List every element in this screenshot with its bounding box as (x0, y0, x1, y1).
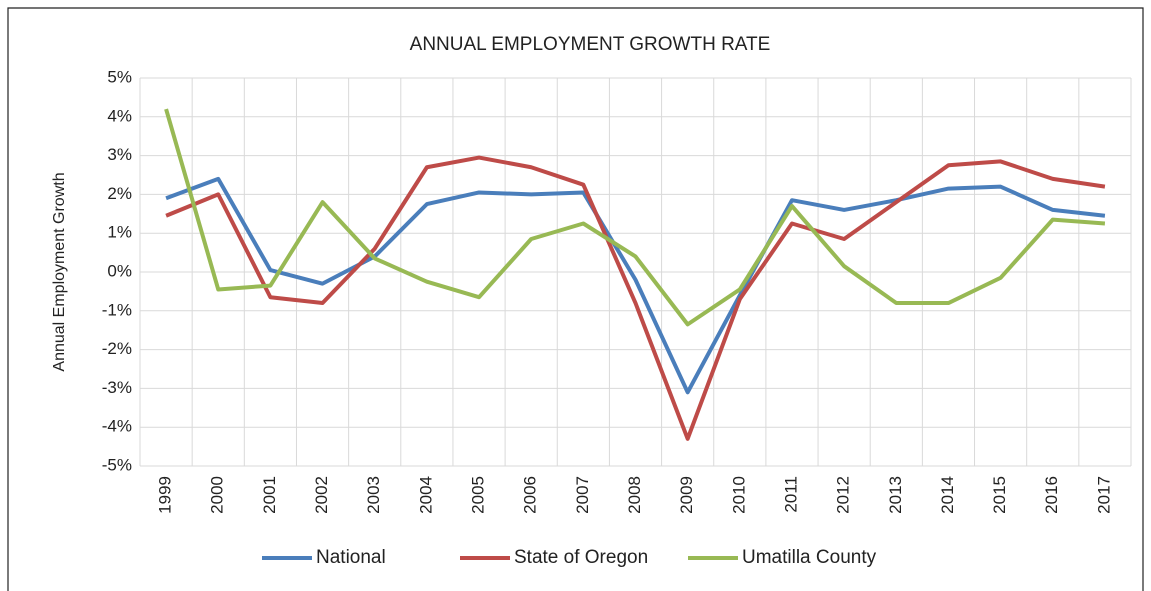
x-tick-label: 1999 (156, 476, 175, 514)
x-tick-label: 2005 (469, 476, 488, 514)
x-tick-label: 2010 (729, 476, 748, 514)
line-series (165, 176, 1106, 395)
x-tick-label: 2007 (573, 476, 592, 514)
y-tick-label: 5% (107, 67, 132, 86)
legend-label: State of Oregon (514, 547, 648, 568)
y-tick-label: -3% (102, 378, 132, 397)
chart-title: ANNUAL EMPLOYMENT GROWTH RATE (410, 34, 771, 55)
legend-label: National (316, 547, 386, 568)
x-tick-label: 2012 (834, 476, 853, 514)
x-tick-label: 2000 (208, 476, 227, 514)
legend-label: Umatilla County (742, 547, 877, 568)
y-tick-label: -2% (102, 339, 132, 358)
y-tick-label: 3% (107, 145, 132, 164)
x-tick-label: 2004 (416, 476, 435, 514)
y-tick-label: -5% (102, 455, 132, 474)
x-tick-label: 2006 (521, 476, 540, 514)
x-tick-label: 2015 (990, 476, 1009, 514)
x-tick-label: 2013 (886, 476, 905, 514)
x-tick-label: 2009 (677, 476, 696, 514)
x-tick-label: 2017 (1094, 476, 1113, 514)
y-tick-label: 4% (107, 106, 132, 125)
y-tick-label: 0% (107, 261, 132, 280)
y-tick-label: 1% (107, 223, 132, 242)
y-tick-label: 2% (107, 184, 132, 203)
line-series (164, 108, 1106, 327)
chart-border (7, 7, 1144, 591)
y-tick-label: -4% (102, 417, 132, 436)
x-tick-label: 2016 (1042, 476, 1061, 514)
x-tick-label: 2011 (781, 476, 800, 513)
x-tick-label: 2002 (312, 476, 331, 514)
y-axis-label: Annual Employment Growth (51, 172, 68, 371)
x-tick-label: 2003 (364, 476, 383, 514)
y-tick-label: -1% (102, 300, 132, 319)
x-tick-label: 2014 (938, 476, 957, 514)
x-tick-label: 2001 (260, 476, 279, 514)
x-tick-label: 2008 (625, 476, 644, 514)
line-series (165, 155, 1106, 441)
